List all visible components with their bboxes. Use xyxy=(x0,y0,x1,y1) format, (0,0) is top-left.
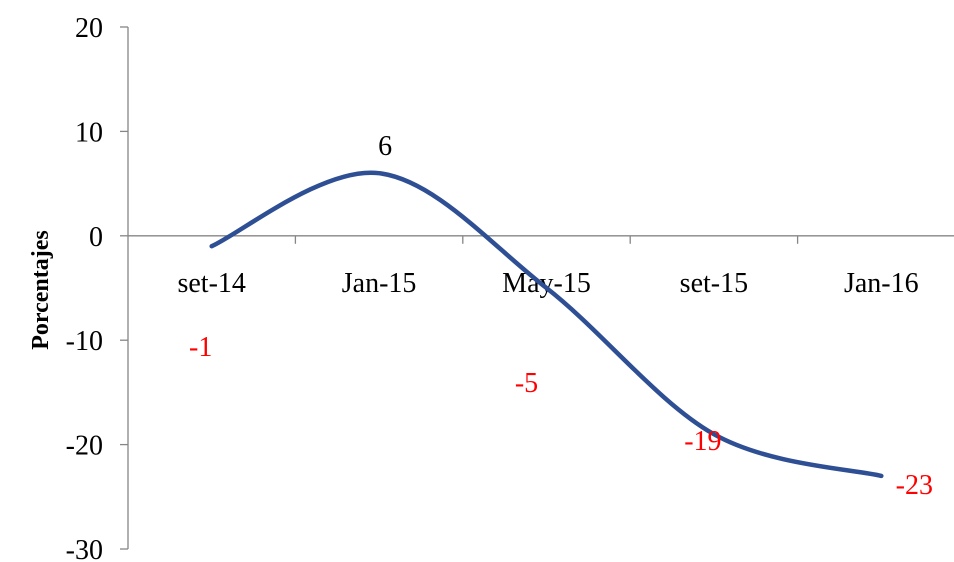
series-layer xyxy=(209,170,884,479)
x-tick-labels: set-14 Jan-15 May-15 set-15 Jan-16 xyxy=(177,268,918,299)
data-labels: -1 6 -5 -19 -23 xyxy=(189,131,933,501)
y-axis-label: Porcentajes xyxy=(28,230,54,350)
y-tick-label: 10 xyxy=(75,117,103,148)
y-tick-label: -30 xyxy=(66,535,103,562)
x-tick-label: set-14 xyxy=(177,268,245,299)
data-label: -5 xyxy=(515,368,538,399)
x-tick-label: Jan-16 xyxy=(844,268,919,299)
data-label: -1 xyxy=(189,332,212,363)
series-line xyxy=(209,170,884,479)
x-tick-label: set-15 xyxy=(680,268,748,299)
data-label: -23 xyxy=(896,470,933,501)
axes xyxy=(120,26,954,550)
y-tick-labels: 20 10 0 -10 -20 -30 xyxy=(66,13,103,562)
x-tick-label: May-15 xyxy=(502,268,591,299)
data-label: -19 xyxy=(684,426,721,457)
y-tick-label: 0 xyxy=(89,222,103,253)
y-tick-label: 20 xyxy=(75,13,103,44)
x-tick-label: Jan-15 xyxy=(342,268,417,299)
data-label: 6 xyxy=(378,131,392,162)
y-tick-label: -10 xyxy=(66,326,103,357)
y-tick-label: -20 xyxy=(66,431,103,462)
